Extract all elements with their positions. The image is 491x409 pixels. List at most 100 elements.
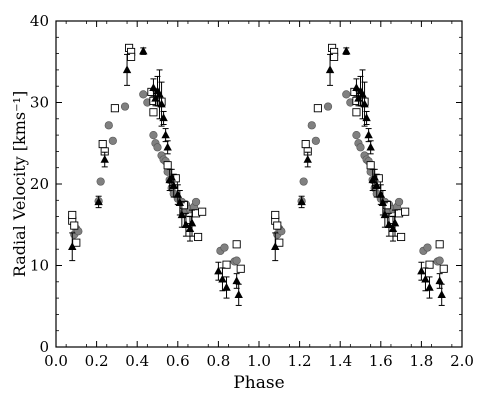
data-point-triangle [303, 154, 312, 163]
x-tick-label: 1.0 [247, 352, 271, 370]
data-point-triangle [360, 99, 369, 108]
data-point-triangle [177, 210, 187, 219]
data-point-triangle [297, 197, 306, 206]
data-point-square [98, 140, 107, 149]
data-point-square [397, 232, 406, 242]
data-point-circle [104, 121, 113, 130]
data-point-square [163, 161, 172, 170]
data-point-circle [323, 102, 333, 111]
x-tick-label: 2.0 [450, 352, 474, 370]
y-tick-label: 40 [30, 12, 49, 30]
x-tick-label: 0.4 [125, 352, 149, 370]
data-point-circle [299, 177, 308, 186]
data-point-triangle [342, 46, 351, 55]
data-point-triangle [390, 218, 400, 227]
y-tick-label: 20 [30, 175, 49, 193]
data-point-square [435, 240, 444, 249]
data-point-circle [435, 256, 444, 265]
data-point-square [352, 108, 361, 117]
y-tick-label: 30 [30, 94, 49, 112]
data-point-triangle [218, 274, 227, 283]
data-point-triangle [380, 210, 390, 219]
data-point-square [68, 210, 77, 220]
data-point-circle [139, 90, 148, 99]
data-point-square [313, 104, 322, 113]
x-tick-label: 0.2 [85, 352, 109, 370]
data-point-triangle [366, 142, 375, 151]
data-point-triangle [163, 142, 172, 151]
data-point-square [273, 221, 282, 230]
data-point-triangle [100, 154, 109, 163]
data-point-triangle [271, 242, 280, 250]
data-point-circle [311, 136, 320, 145]
data-point-triangle [364, 130, 373, 139]
data-point-triangle [362, 113, 371, 122]
data-point-circle [356, 143, 365, 152]
chart-marks [68, 43, 448, 306]
data-point-square [366, 161, 375, 170]
data-point-circle [120, 102, 130, 111]
data-point-square [110, 104, 119, 113]
data-point-square [149, 108, 158, 117]
x-tick-label: 0.6 [166, 352, 190, 370]
data-point-square [222, 260, 231, 269]
data-point-triangle [417, 266, 426, 275]
x-axis-label: Phase [233, 373, 284, 393]
data-point-circle [220, 243, 229, 252]
data-point-circle [232, 256, 241, 265]
x-tick-label: 0.0 [44, 352, 68, 370]
data-point-circle [108, 136, 117, 145]
x-tick-label: 1.4 [328, 352, 352, 370]
data-point-triangle [68, 242, 77, 250]
y-tick-label: 0 [39, 338, 49, 356]
x-tick-label: 0.8 [206, 352, 230, 370]
data-point-triangle [187, 218, 197, 227]
data-point-triangle [325, 65, 335, 74]
data-point-triangle [94, 197, 103, 206]
data-point-triangle [169, 181, 178, 189]
data-point-triangle [122, 65, 132, 74]
data-point-square [401, 207, 410, 216]
data-point-triangle [421, 274, 430, 283]
plot-frame [55, 20, 463, 348]
data-point-triangle [352, 83, 361, 92]
data-point-square [194, 232, 203, 242]
x-tick-label: 1.8 [409, 352, 433, 370]
data-point-triangle [425, 282, 434, 291]
data-point-square [236, 264, 245, 273]
data-point-circle [352, 131, 361, 140]
data-point-circle [153, 143, 162, 152]
data-point-triangle [372, 181, 381, 189]
data-point-circle [149, 131, 158, 140]
data-point-triangle [234, 290, 243, 299]
data-point-triangle [157, 99, 166, 108]
data-point-square [232, 240, 241, 249]
x-tick-label: 1.2 [288, 352, 312, 370]
data-point-square [271, 210, 280, 220]
data-point-triangle [159, 113, 168, 122]
data-point-triangle [435, 276, 444, 285]
data-point-circle [96, 177, 105, 186]
data-point-circle [307, 121, 316, 130]
axis-ticks: 0.0 0.2 0.4 0.6 0.8 1.0 1.2 1.4 1.6 1.8 2.0 0 10 20 30… [30, 12, 474, 370]
data-point-circle [191, 197, 201, 207]
x-tick-label: 1.6 [369, 352, 393, 370]
data-point-triangle [214, 266, 223, 275]
data-point-square [198, 207, 207, 216]
data-point-triangle [232, 276, 241, 285]
data-point-triangle [139, 46, 148, 55]
y-tick-label: 10 [30, 257, 49, 275]
data-point-square [439, 264, 448, 273]
y-axis-label: Radial Velocity [kms⁻¹] [10, 91, 29, 277]
data-point-circle [423, 243, 432, 252]
data-point-circle [342, 90, 351, 99]
data-point-square [425, 260, 434, 269]
data-point-square [301, 140, 310, 149]
data-point-triangle [222, 282, 231, 291]
data-point-square [70, 221, 79, 230]
data-point-triangle [149, 83, 158, 92]
data-point-triangle [437, 290, 446, 299]
data-point-triangle [161, 130, 170, 139]
data-point-circle [394, 197, 404, 207]
